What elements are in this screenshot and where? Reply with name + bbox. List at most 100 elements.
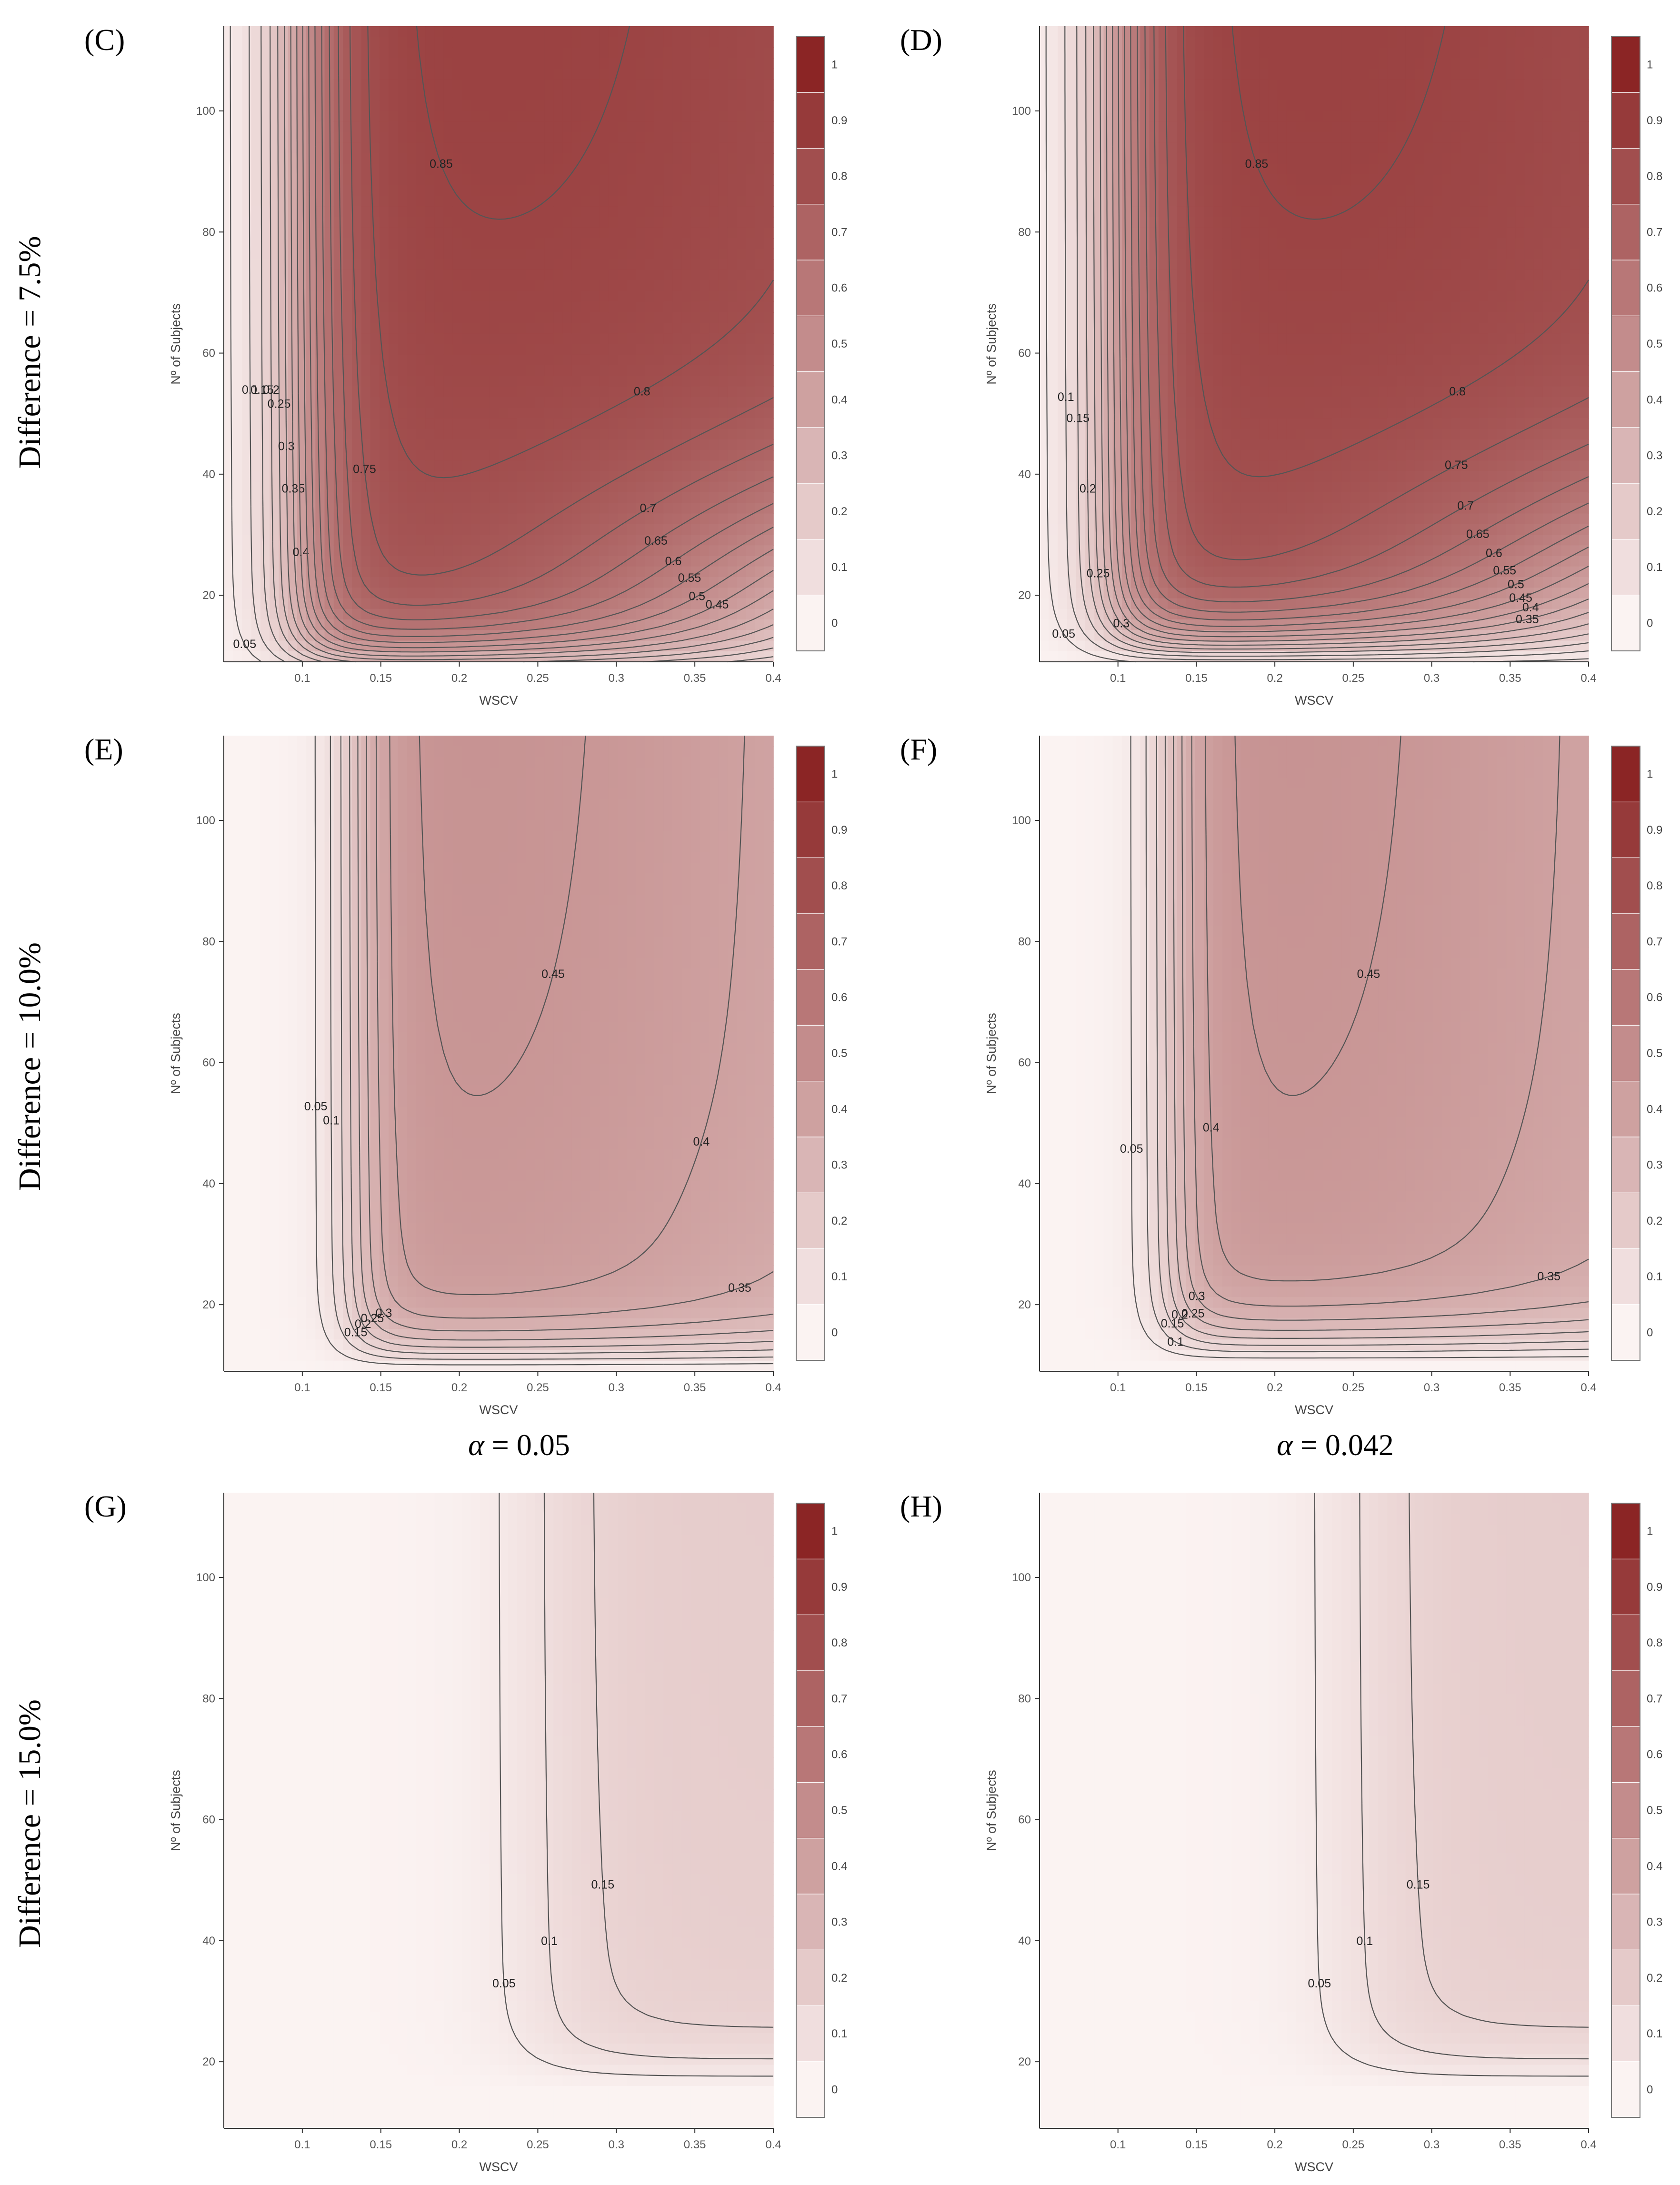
- heatmap-cell: [672, 535, 682, 546]
- heatmap-cell: [407, 153, 417, 165]
- heatmap-cell: [1213, 174, 1223, 186]
- heatmap-cell: [1149, 408, 1159, 419]
- heatmap-cell: [517, 185, 527, 196]
- heatmap-cell: [297, 291, 307, 302]
- heatmap-cell: [700, 291, 710, 302]
- heatmap-cell: [279, 132, 289, 143]
- heatmap-cell: [480, 58, 490, 69]
- heatmap-cell: [672, 503, 682, 514]
- heatmap-cell: [709, 545, 719, 557]
- heatmap-cell: [233, 121, 243, 133]
- heatmap-cell: [709, 79, 719, 90]
- heatmap-cell: [1131, 206, 1141, 218]
- heatmap-cell: [1168, 142, 1178, 154]
- heatmap-cell: [718, 37, 728, 48]
- heatmap-cell: [553, 206, 563, 218]
- heatmap-cell: [398, 333, 408, 345]
- row-label-3: Difference = 15.0%: [12, 1699, 47, 1948]
- heatmap-cell: [1140, 386, 1150, 398]
- heatmap-cell: [672, 397, 682, 408]
- heatmap-cell: [270, 47, 280, 59]
- heatmap-cell: [590, 577, 600, 589]
- heatmap-cell: [407, 323, 417, 334]
- heatmap-cell: [590, 471, 600, 482]
- heatmap-cell: [480, 121, 490, 133]
- heatmap-cell: [1149, 397, 1159, 408]
- heatmap-cell: [562, 630, 572, 641]
- heatmap-cell: [690, 630, 700, 641]
- heatmap-cell: [333, 185, 343, 196]
- heatmap-cell: [288, 291, 298, 302]
- heatmap-cell: [260, 58, 270, 69]
- heatmap-cell: [407, 333, 417, 345]
- heatmap-cell: [681, 259, 691, 270]
- heatmap-cell: [1094, 630, 1104, 641]
- heatmap-cell: [590, 492, 600, 504]
- heatmap-cell: [535, 640, 545, 652]
- heatmap-cell: [407, 545, 417, 557]
- heatmap-cell: [517, 503, 527, 514]
- heatmap-cell: [737, 630, 747, 641]
- heatmap-cell: [1040, 408, 1050, 419]
- heatmap-cell: [489, 79, 499, 90]
- heatmap-cell: [260, 269, 270, 281]
- heatmap-cell: [1067, 312, 1077, 323]
- heatmap-cell: [1231, 227, 1241, 239]
- heatmap-cell: [571, 196, 581, 207]
- heatmap-cell: [462, 47, 472, 59]
- heatmap-cell: [663, 90, 673, 101]
- heatmap-cell: [1112, 142, 1122, 154]
- heatmap-cell: [434, 238, 444, 249]
- heatmap-cell: [535, 566, 545, 578]
- heatmap-cell: [627, 386, 637, 398]
- heatmap-cell: [645, 206, 655, 218]
- heatmap-cell: [618, 640, 628, 652]
- heatmap-cell: [1177, 556, 1187, 567]
- heatmap-cell: [1140, 503, 1150, 514]
- heatmap-cell: [663, 291, 673, 302]
- heatmap-cell: [608, 354, 618, 366]
- contour-label: 0.45: [706, 598, 729, 611]
- heatmap-cell: [1140, 280, 1150, 292]
- heatmap-cell: [755, 196, 765, 207]
- heatmap-cell: [251, 69, 261, 80]
- heatmap-cell: [324, 280, 334, 292]
- heatmap-cell: [370, 450, 380, 461]
- heatmap-cell: [618, 227, 628, 239]
- heatmap-cell: [389, 535, 399, 546]
- heatmap-cell: [499, 439, 509, 450]
- heatmap-cell: [361, 164, 371, 175]
- heatmap-cell: [297, 269, 307, 281]
- heatmap-cell: [737, 291, 747, 302]
- heatmap-cell: [499, 111, 509, 122]
- heatmap-cell: [1076, 450, 1086, 461]
- heatmap-cell: [526, 513, 536, 525]
- heatmap-cell: [700, 439, 710, 450]
- heatmap-cell: [1149, 376, 1159, 387]
- heatmap-cell: [288, 312, 298, 323]
- heatmap-cell: [462, 269, 472, 281]
- heatmap-cell: [1067, 280, 1077, 292]
- heatmap-cell: [727, 651, 737, 662]
- heatmap-cell: [489, 301, 499, 313]
- heatmap-cell: [544, 481, 554, 493]
- heatmap-cell: [636, 153, 646, 165]
- heatmap-cell: [1168, 196, 1178, 207]
- heatmap-cell: [471, 556, 481, 567]
- heatmap-cell: [1149, 556, 1159, 567]
- heatmap-cell: [416, 492, 426, 504]
- heatmap-cell: [553, 132, 563, 143]
- heatmap-cell: [1213, 206, 1223, 218]
- heatmap-cell: [1094, 556, 1104, 567]
- heatmap-cell: [599, 450, 609, 461]
- heatmap-cell: [398, 598, 408, 609]
- heatmap-cell: [508, 460, 518, 472]
- heatmap-cell: [1213, 142, 1223, 154]
- heatmap-cell: [1195, 481, 1205, 493]
- heatmap-cell: [663, 535, 673, 546]
- heatmap-cell: [1103, 90, 1113, 101]
- heatmap-cell: [288, 481, 298, 493]
- heatmap-cell: [672, 577, 682, 589]
- heatmap-cell: [297, 312, 307, 323]
- heatmap-cell: [654, 365, 664, 377]
